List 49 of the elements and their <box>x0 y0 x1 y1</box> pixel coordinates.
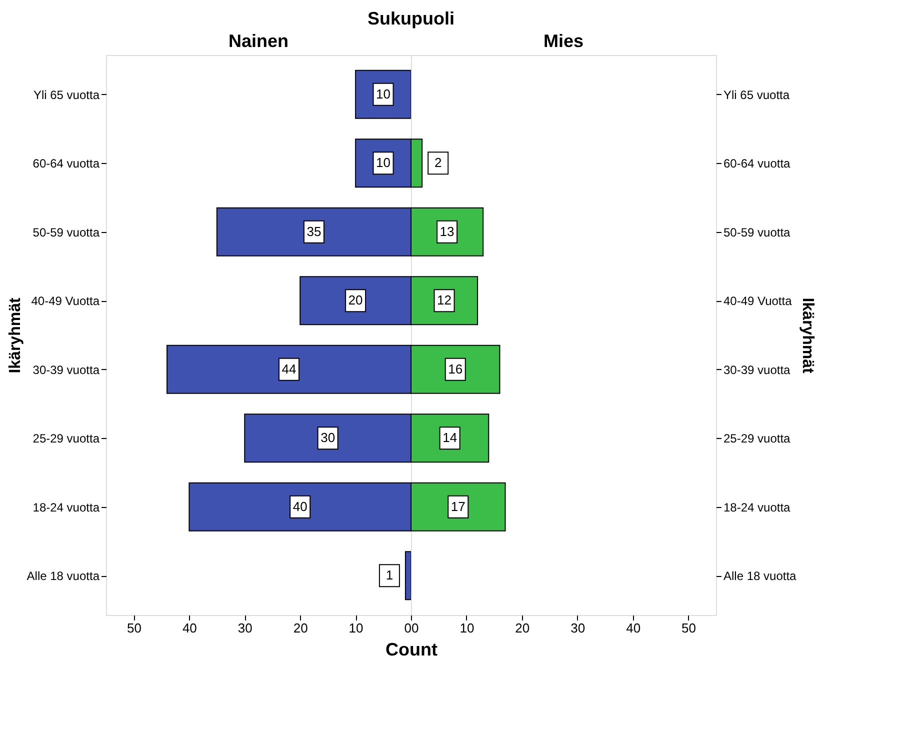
y-tick-label: 40-49 Vuotta <box>724 294 792 308</box>
x-tick-label: 20 <box>515 620 530 636</box>
data-label: 40 <box>292 498 308 514</box>
x-tick-label: 50 <box>126 620 142 636</box>
y-tick-label: Yli 65 vuotta <box>33 88 100 102</box>
text: Sukupuoli <box>368 8 454 28</box>
y-tick-label: Alle 18 vuotta <box>724 569 797 584</box>
x-axis-title: Count <box>386 640 438 660</box>
data-label: 2 <box>434 155 442 170</box>
chart-title: Nainen <box>228 31 289 51</box>
y-tick-label: 25-29 vuotta <box>32 432 100 446</box>
y-axis-title: Ikäryhmät <box>6 297 24 374</box>
y-tick-label: Yli 65 vuotta <box>724 88 790 102</box>
data-label: 20 <box>348 292 363 308</box>
data-label: 16 <box>448 361 463 376</box>
data-label: 35 <box>306 224 322 239</box>
x-tick-label: 40 <box>626 620 641 636</box>
y-tick-label: 25-29 vuotta <box>724 432 791 446</box>
data-label: 12 <box>437 292 452 308</box>
data-label: 10 <box>376 155 391 170</box>
y-tick-label: 50-59 vuotta <box>32 225 100 240</box>
data-label: 1 <box>386 568 394 583</box>
y-tick-label: 40-49 Vuotta <box>31 294 100 308</box>
x-tick-label: 0 <box>404 620 412 636</box>
x-tick-label: 10 <box>460 620 474 636</box>
x-tick-label: 0 <box>412 620 419 636</box>
y-tick-label: 60-64 vuotta <box>724 156 791 171</box>
chart-title: Mies <box>543 31 584 51</box>
x-tick-label: 30 <box>570 620 586 636</box>
y-tick-label: 30-39 vuotta <box>32 362 100 377</box>
y-tick-label: 50-59 vuotta <box>724 225 791 240</box>
y2-axis-title: Ikäryhmät <box>799 298 816 374</box>
y-tick-label: 18-24 vuotta <box>32 500 100 514</box>
data-label: 10 <box>376 86 391 102</box>
y-tick-label: 30-39 vuotta <box>724 362 791 377</box>
data-label: 13 <box>440 224 454 239</box>
data-label: 17 <box>450 498 466 514</box>
y-tick-label: Alle 18 vuotta <box>26 569 100 584</box>
x-tick-label: 20 <box>293 620 308 636</box>
x-tick-label: 50 <box>682 620 696 636</box>
data-label: 14 <box>442 430 458 446</box>
bar <box>404 551 412 600</box>
data-label: 44 <box>282 361 296 376</box>
x-tick-label: 10 <box>348 620 364 636</box>
x-tick-label: 40 <box>182 620 197 636</box>
data-label: 30 <box>320 430 336 446</box>
y-tick-label: 18-24 vuotta <box>724 500 791 514</box>
y-tick-label: 60-64 vuotta <box>32 156 100 171</box>
x-tick-label: 30 <box>238 620 252 636</box>
